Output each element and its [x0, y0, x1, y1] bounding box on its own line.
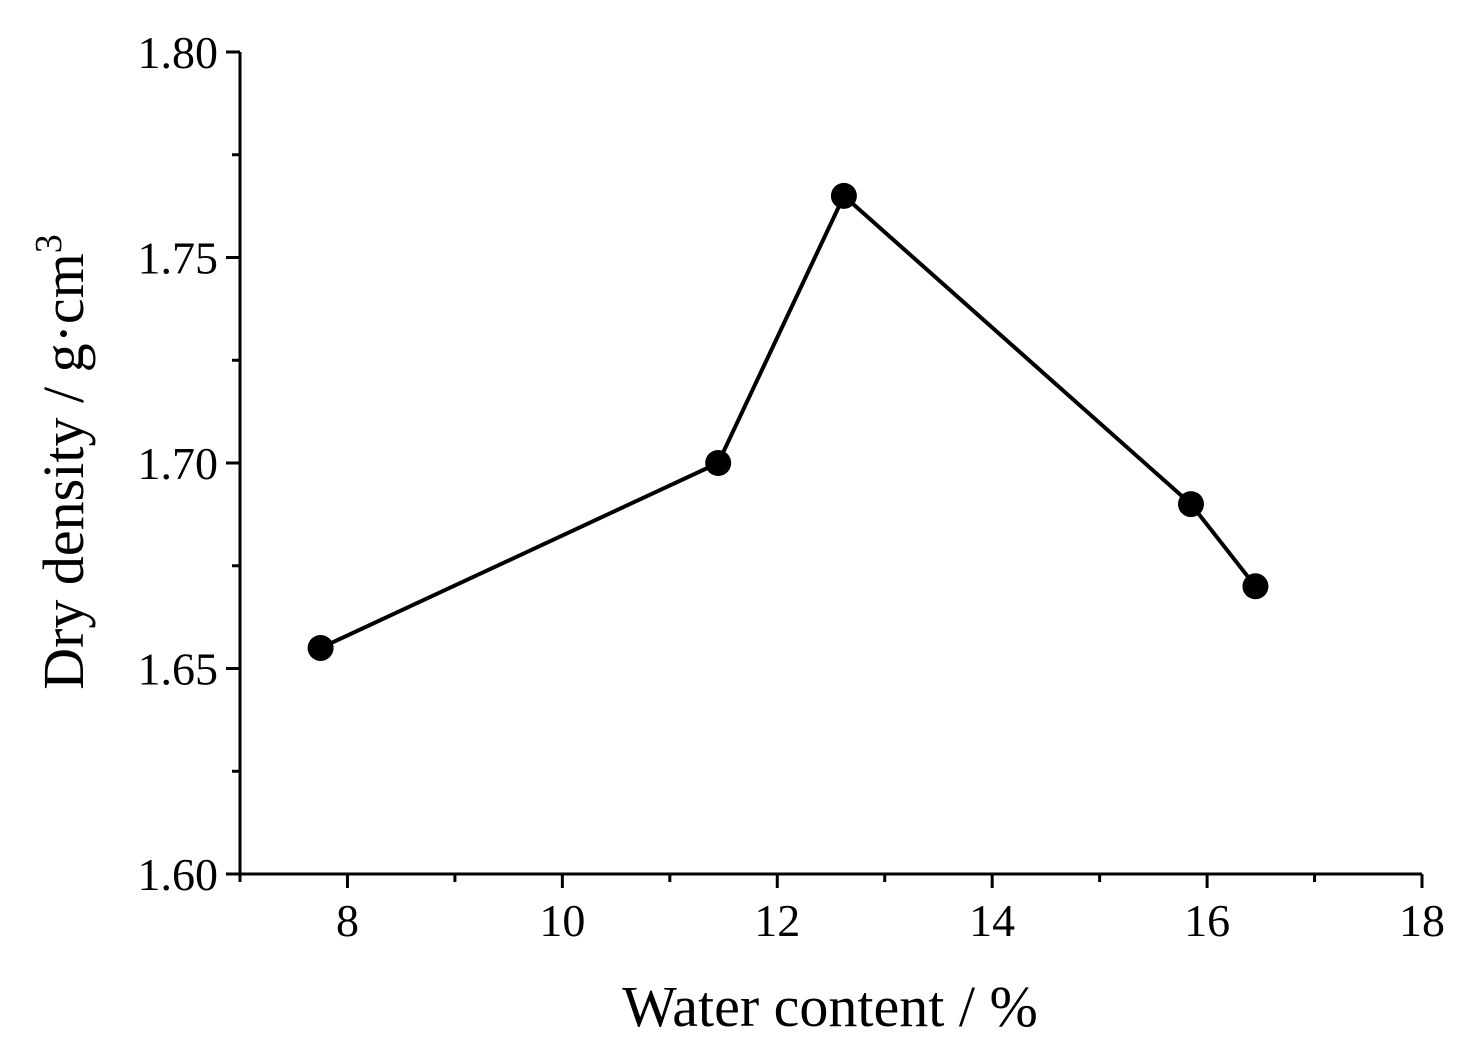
- series-line: [319, 193, 1258, 650]
- x-tick-label: 14: [969, 895, 1015, 946]
- x-tick-label: 8: [336, 895, 359, 946]
- y-tick-label: 1.65: [138, 644, 219, 695]
- data-point: [705, 450, 732, 476]
- y-axis-title: Dry density / g·cm3: [28, 234, 96, 690]
- x-tick-label: 12: [754, 895, 800, 946]
- axes: [238, 52, 1422, 876]
- y-tick-label: 1.70: [138, 438, 219, 489]
- y-axis-title-group: Dry density / g·cm3: [28, 234, 96, 690]
- x-tick-label: 10: [539, 895, 585, 946]
- data-point: [307, 634, 334, 661]
- y-axis-title-superscript: 3: [28, 234, 70, 253]
- x-tick-label: 18: [1399, 895, 1445, 946]
- data-point: [1177, 491, 1204, 518]
- x-tick-label: 16: [1184, 895, 1230, 946]
- series-layer: [307, 182, 1269, 661]
- y-tick-label: 1.80: [138, 27, 219, 78]
- data-point: [830, 182, 857, 209]
- data-point: [1242, 573, 1269, 600]
- y-axis-title-text: Dry density / g·cm: [31, 253, 96, 690]
- y-tick-label: 1.75: [138, 233, 219, 284]
- ticks: 8 10 12 14 16 18 1.60 1.65 1.70 1.75 1.80: [138, 27, 1446, 946]
- y-tick-label: 1.60: [138, 849, 219, 900]
- x-axis-title: Water content / %: [622, 974, 1038, 1039]
